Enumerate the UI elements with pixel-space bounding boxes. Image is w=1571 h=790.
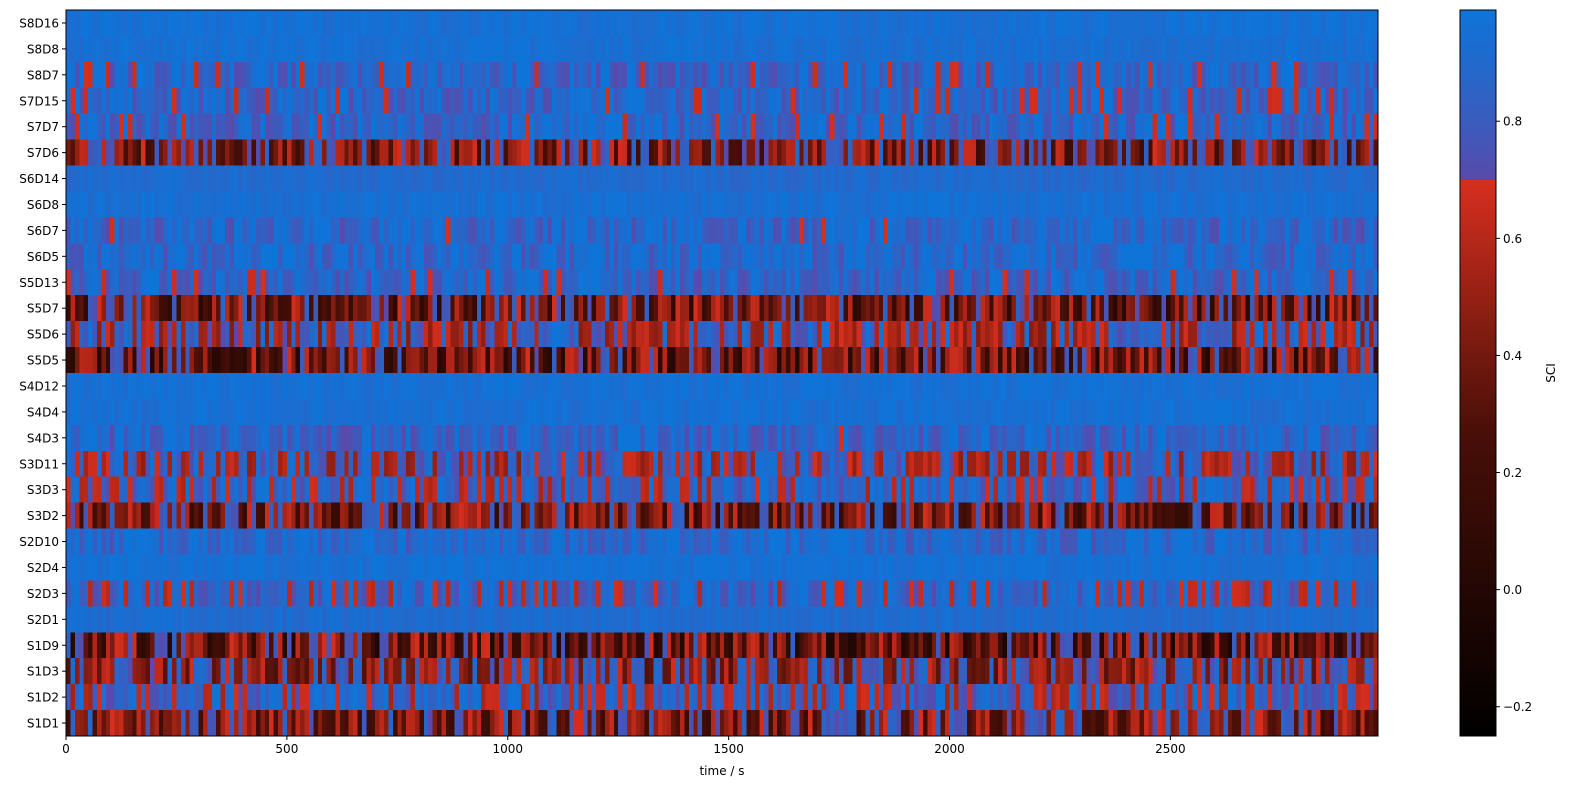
y-tick-label: S8D16 bbox=[19, 16, 59, 30]
colorbar-tick-label: 0.6 bbox=[1503, 232, 1522, 246]
y-tick-label: S3D3 bbox=[27, 483, 59, 497]
x-tick-label: 1000 bbox=[492, 742, 523, 756]
heatmap-cells bbox=[66, 10, 1378, 736]
y-tick-label: S1D3 bbox=[27, 665, 59, 679]
y-tick-label: S2D3 bbox=[27, 587, 59, 601]
x-tick-label: 1500 bbox=[713, 742, 744, 756]
y-tick-label: S8D7 bbox=[27, 68, 59, 82]
colorbar-tick-label: 0.0 bbox=[1503, 583, 1522, 597]
colorbar-tick-label: 0.2 bbox=[1503, 466, 1522, 480]
colorbar-axis: −0.2 0.0 0.2 0.4 0.6 0.8 bbox=[1496, 115, 1532, 714]
colorbar-frame bbox=[1459, 9, 1497, 737]
heatmap-image bbox=[66, 10, 1378, 736]
y-tick-label: S3D11 bbox=[19, 457, 59, 471]
x-tick-label: 0 bbox=[62, 742, 70, 756]
y-tick-label: S1D9 bbox=[27, 639, 59, 653]
y-tick-label: S4D4 bbox=[27, 405, 59, 419]
y-tick-label: S2D1 bbox=[27, 613, 59, 627]
colorbar bbox=[1460, 10, 1496, 736]
y-tick-label: S6D14 bbox=[19, 172, 59, 186]
colorbar-tick-label: 0.4 bbox=[1503, 349, 1522, 363]
y-tick-label: S1D2 bbox=[27, 691, 59, 705]
y-tick-label: S2D10 bbox=[19, 535, 59, 549]
y-tick-label: S6D5 bbox=[27, 250, 59, 264]
colorbar-tick-label: −0.2 bbox=[1503, 700, 1532, 714]
y-tick-label: S8D8 bbox=[27, 42, 59, 56]
x-tick-label: 500 bbox=[275, 742, 298, 756]
y-tick-label: S6D7 bbox=[27, 224, 59, 238]
y-tick-label: S5D13 bbox=[19, 276, 59, 290]
colorbar-label: SCI bbox=[1544, 363, 1558, 383]
y-tick-label: S4D12 bbox=[19, 379, 59, 393]
y-tick-label: S2D4 bbox=[27, 561, 59, 575]
y-tick-label: S5D6 bbox=[27, 328, 59, 342]
plot-frame bbox=[65, 9, 1379, 737]
y-tick-label: S5D5 bbox=[27, 354, 59, 368]
y-axis: S8D16 S8D8 S8D7 S7D15 S7D7 S7D6 S6D14 S6D8 S6D7 S… bbox=[19, 16, 66, 731]
y-tick-label: S7D15 bbox=[19, 94, 59, 108]
x-tick-label: 2500 bbox=[1155, 742, 1186, 756]
y-tick-label: S3D2 bbox=[27, 509, 59, 523]
x-tick-label: 2000 bbox=[934, 742, 965, 756]
y-tick-label: S4D3 bbox=[27, 431, 59, 445]
y-tick-label: S5D7 bbox=[27, 302, 59, 316]
y-tick-label: S7D6 bbox=[27, 146, 59, 160]
colorbar-tick-label: 0.8 bbox=[1503, 115, 1522, 129]
y-tick-label: S7D7 bbox=[27, 120, 59, 134]
y-tick-label: S6D8 bbox=[27, 198, 59, 212]
y-tick-label: S1D1 bbox=[27, 717, 59, 731]
x-axis-label: time / s bbox=[699, 764, 744, 778]
x-axis: 0 500 1000 1500 2000 2500 bbox=[62, 736, 1186, 756]
